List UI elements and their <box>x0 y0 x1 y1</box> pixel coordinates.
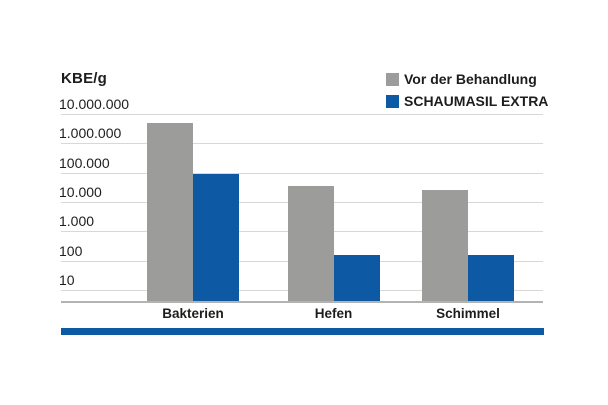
bar-schaumasil-extra-bakterien <box>193 173 239 301</box>
y-tick-label: 10.000 <box>59 183 102 200</box>
y-tick-label: 10.000.000 <box>59 96 130 112</box>
x-category-label: Bakterien <box>162 306 224 321</box>
plot-area: 10.000.000 1.000.000 100.000 10.000 1.000 100… <box>59 97 543 301</box>
bar-schaumasil-extra-schimmel <box>468 255 514 301</box>
gridline <box>61 143 543 145</box>
legend-swatch-blue-icon <box>386 94 399 108</box>
bar-vor-der-behandlung-hefen <box>287 185 334 301</box>
y-tick-label: 10 <box>59 271 75 288</box>
y-tick-label: 1.000 <box>59 213 95 230</box>
bar-vor-der-behandlung-schimmel <box>422 190 468 301</box>
y-tick-label: 1.000.000 <box>59 125 122 142</box>
y-tick-label: 100 <box>59 242 83 259</box>
legend-swatch-gray-icon <box>386 72 399 86</box>
x-category-label: Hefen <box>314 306 353 321</box>
legend-item-vor-der-behandlung: Vor der Behandlung <box>386 71 548 87</box>
legend: Vor der Behandlung SCHAUMASIL EXTRA <box>386 71 549 116</box>
gridline <box>61 172 543 174</box>
y-axis-title: KBE/g <box>61 70 107 87</box>
y-tick-label: 100.000 <box>59 154 110 171</box>
x-axis-line <box>61 301 543 303</box>
bar-schaumasil-extra-hefen <box>333 255 380 301</box>
legend-label-vor-der-behandlung: Vor der Behandlung <box>404 71 537 87</box>
gridline <box>61 114 543 115</box>
bottom-accent-bar <box>61 328 544 335</box>
legend-label-schaumasil-extra: SCHAUMASIL EXTRA <box>404 93 549 109</box>
legend-item-schaumasil-extra: SCHAUMASIL EXTRA <box>386 93 549 109</box>
bar-vor-der-behandlung-bakterien <box>147 122 193 301</box>
x-category-label: Schimmel <box>436 306 500 321</box>
